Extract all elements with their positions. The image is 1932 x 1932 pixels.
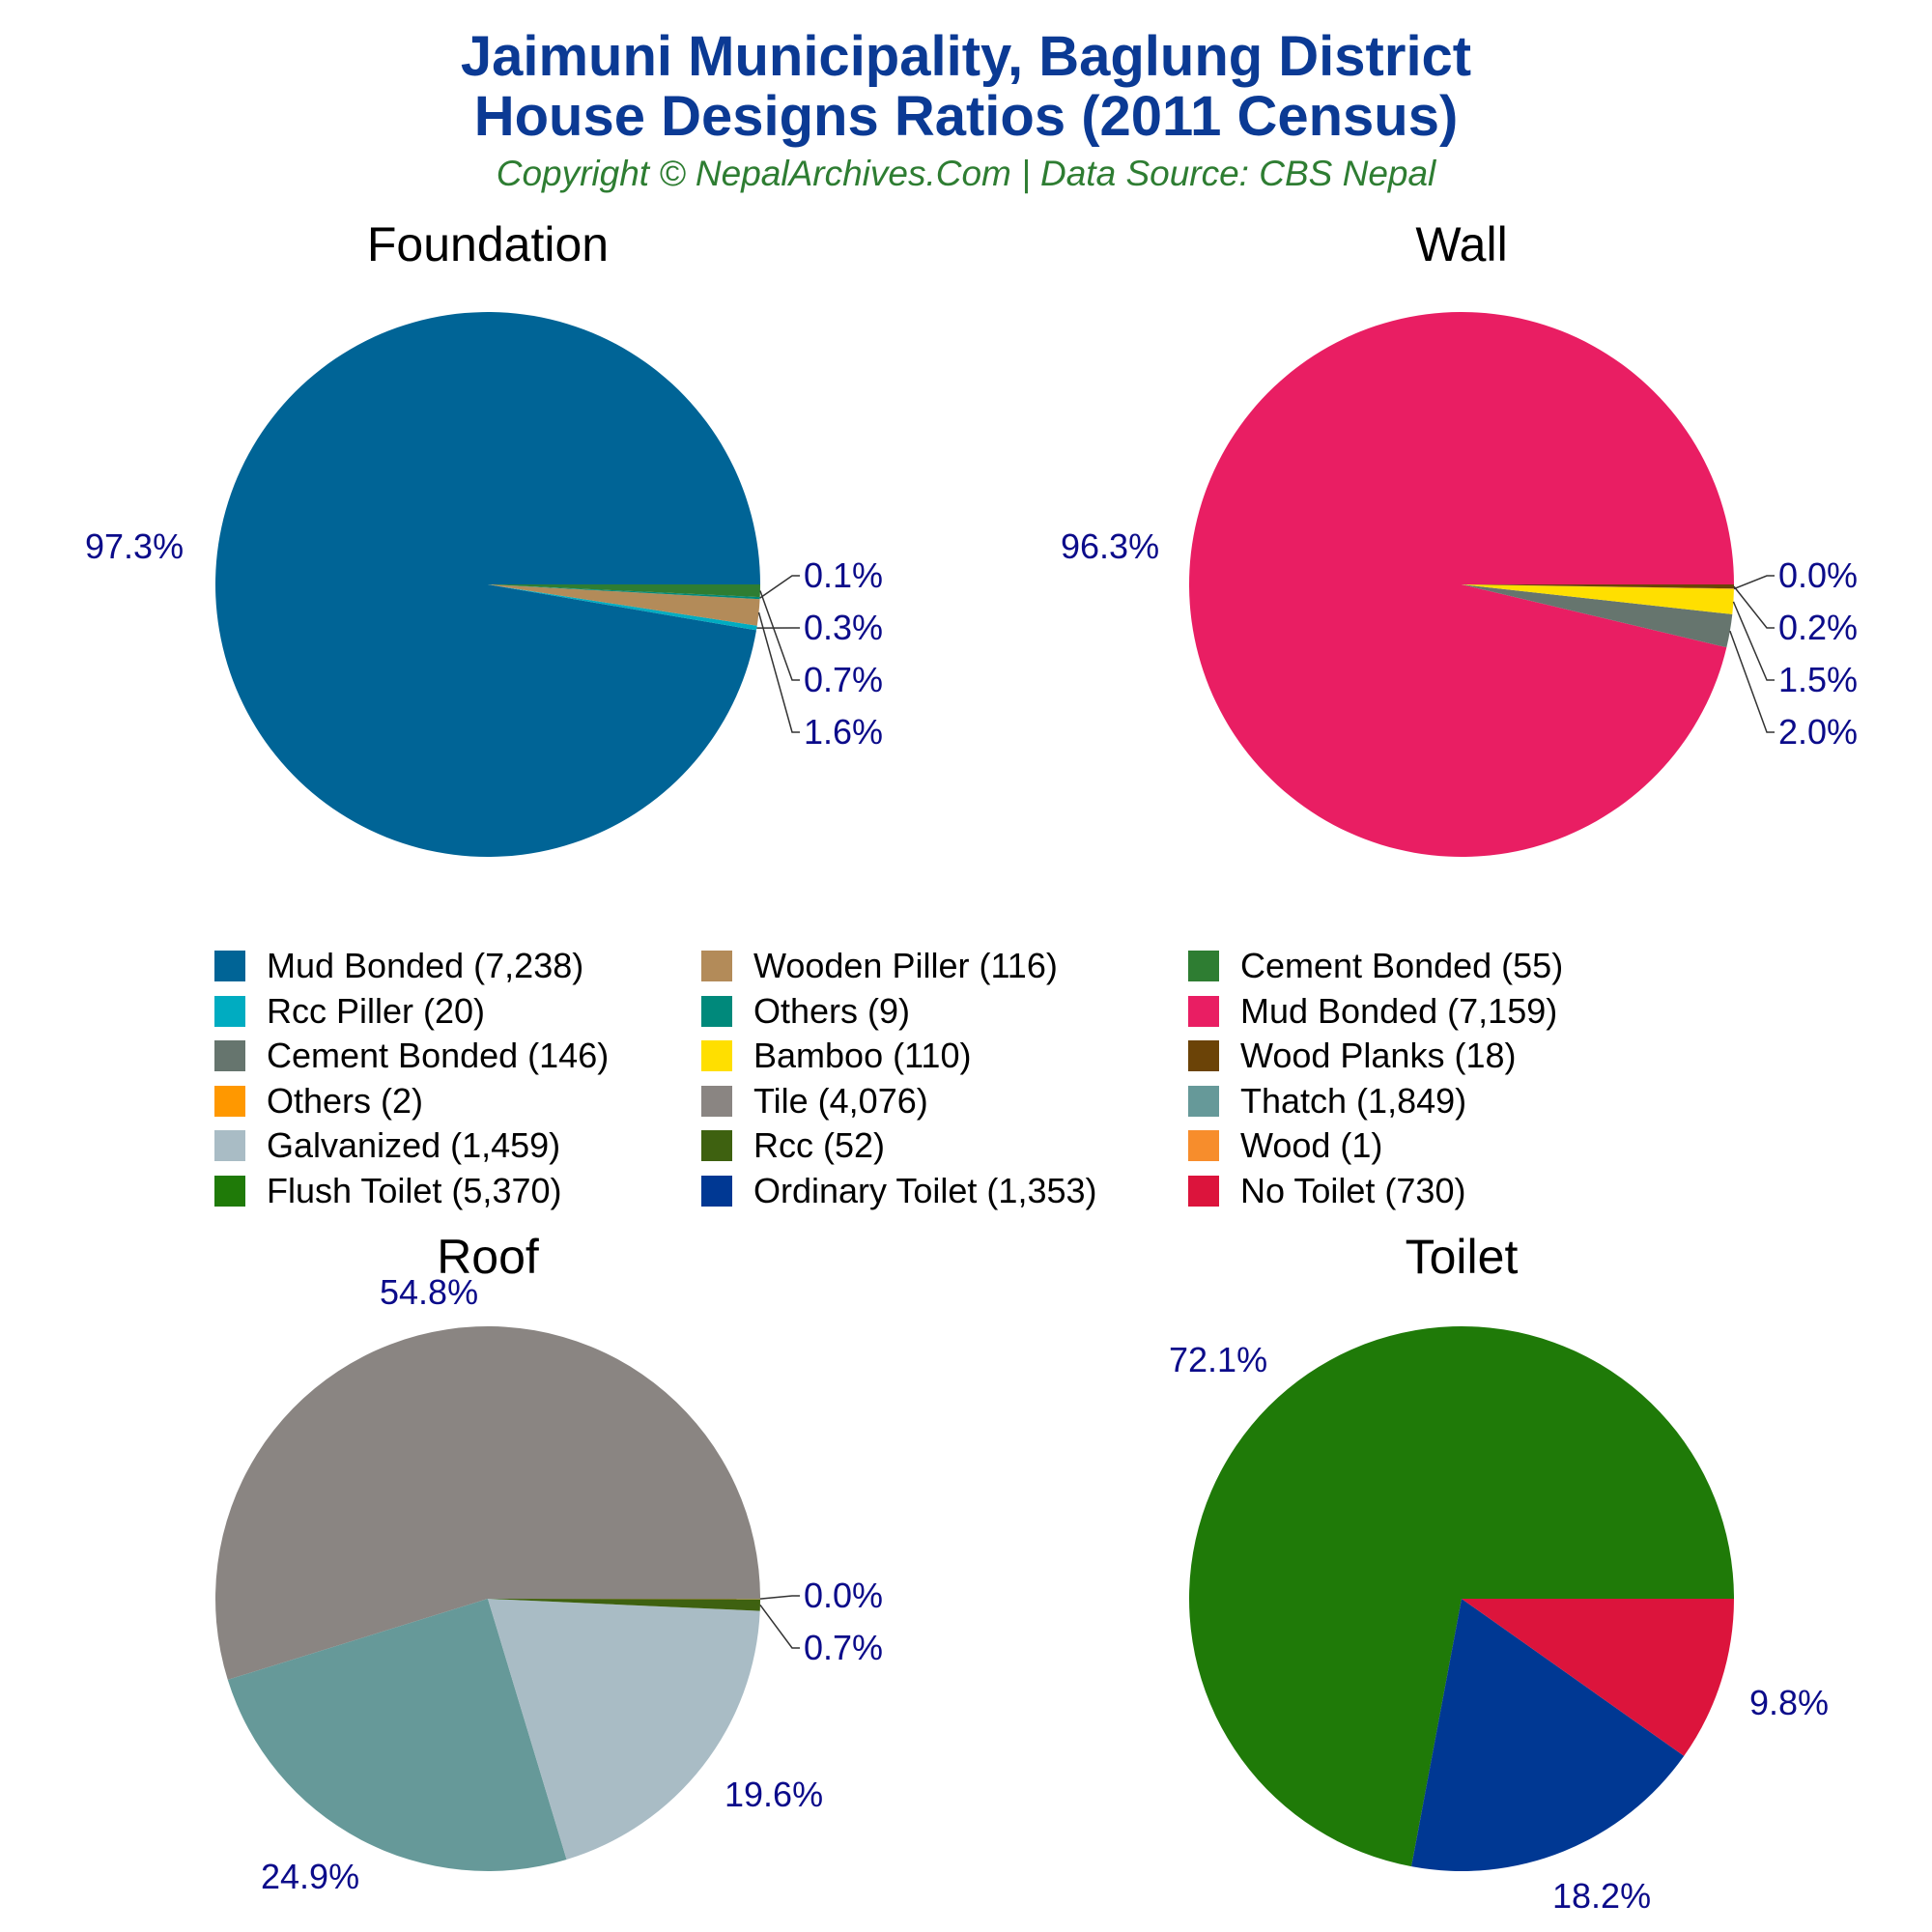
pie-percent-label: 0.3%: [804, 608, 883, 647]
label-leader-line: [757, 611, 800, 733]
pie-slice: [1462, 584, 1733, 648]
label-leader-line: [759, 575, 800, 599]
pie-percent-label: 9.8%: [1749, 1683, 1829, 1722]
pie-percent-label: 18.2%: [1552, 1876, 1651, 1916]
pie-percent-label: 96.3%: [1061, 526, 1159, 566]
pie-title: Wall: [1415, 217, 1507, 271]
pie-slice: [1462, 1599, 1735, 1756]
pie-chart-foundation: Foundation 97.3% 0.3% 1.6% 0.1% 0.7%: [85, 217, 883, 857]
pie-slice: [1462, 584, 1734, 614]
label-leader-line: [759, 1604, 800, 1649]
pie-percent-label: 0.0%: [804, 1576, 883, 1615]
pie-percent-label: 72.1%: [1169, 1340, 1267, 1379]
label-leader-line: [759, 590, 800, 681]
label-leader-line: [1729, 630, 1775, 733]
pie-slice: [1411, 1599, 1685, 1871]
pie-percent-label: 0.0%: [1778, 555, 1858, 595]
pie-percent-label: 1.5%: [1778, 660, 1858, 699]
pie-chart-wall: Wall 96.3% 2.0% 1.5% 0.0% 0.2%: [1061, 217, 1858, 857]
pie-slice: [227, 1599, 567, 1871]
pie-percent-label: 97.3%: [85, 526, 184, 566]
pie-slice: [488, 584, 760, 626]
pie-chart-toilet: Toilet 72.1% 18.2% 9.8%: [1169, 1230, 1829, 1916]
pie-percent-label: 0.7%: [804, 1628, 883, 1667]
pie-title: Foundation: [367, 217, 609, 271]
pie-slice: [488, 584, 757, 631]
pie-slice: [488, 1599, 760, 1860]
label-leader-line: [759, 1595, 800, 1600]
pie-slice: [1189, 1325, 1734, 1867]
pie-title: Roof: [437, 1230, 539, 1284]
pie-slice: [1462, 584, 1735, 589]
pie-slice: [215, 311, 760, 857]
chart-title-line-2: House Designs Ratios (2011 Census): [473, 85, 1459, 148]
pie-percent-label: 0.7%: [804, 660, 883, 699]
pie-percent-label: 0.2%: [1778, 608, 1858, 647]
pie-percent-label: 54.8%: [380, 1272, 478, 1312]
pie-title: Toilet: [1406, 1230, 1519, 1284]
pie-slice: [1189, 311, 1734, 857]
pie-slice: [488, 584, 760, 600]
pie-slice: [1462, 584, 1734, 589]
pie-percent-label: 24.9%: [261, 1857, 359, 1896]
pie-slice: [488, 1599, 760, 1611]
pie-percent-label: 19.6%: [724, 1775, 823, 1814]
label-leader-line: [1733, 585, 1775, 629]
pie-percent-label: 2.0%: [1778, 712, 1858, 752]
pie-slice: [488, 584, 760, 598]
pie-percent-label: 0.1%: [804, 555, 883, 595]
label-leader-line: [1733, 575, 1775, 590]
chart-title-line-1: Jaimuni Municipality, Baglung District: [460, 25, 1472, 88]
label-leader-line: [1732, 601, 1775, 681]
pie-slice: [214, 1325, 761, 1680]
pie-percent-label: 1.6%: [804, 712, 883, 752]
chart-subtitle: Copyright © NepalArchives.Com | Data Sou…: [496, 154, 1436, 193]
